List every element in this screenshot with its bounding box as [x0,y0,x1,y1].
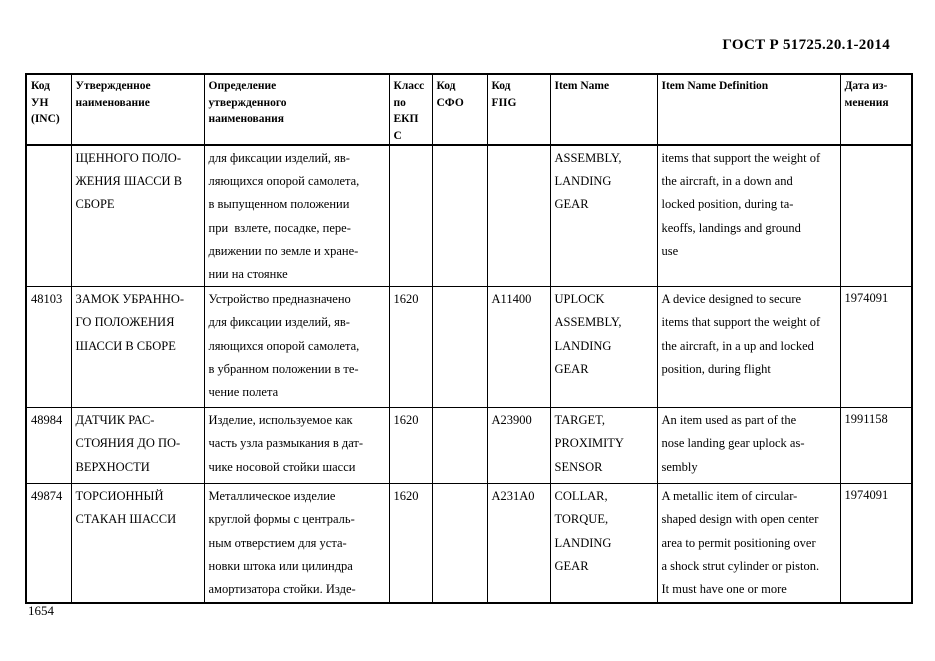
col-header-item-name-definition: Item Name Definition [656,73,841,146]
col-header-approved-name-definition: Определение утвержденного наименования [203,73,390,146]
cell-change-date [839,144,913,288]
cell-item-name-definition: A device designed to secure items that s… [656,286,841,409]
cell-item-name: ASSEMBLY, LANDING GEAR [549,144,658,288]
cell-approved-name: ЩЕННОГО ПОЛО- ЖЕНИЯ ШАССИ В СБОРЕ [70,144,205,288]
standard-reference: ГОСТ Р 51725.20.1-2014 [722,37,890,53]
cell-sfo-code [431,286,488,409]
cell-fiig-code: A231A0 [486,483,551,604]
cell-sfo-code [431,483,488,604]
cell-approved-name-definition: для фиксации изделий, яв- ляющихся опоро… [203,144,390,288]
table-row: 48984 ДАТЧИК РАС- СТОЯНИЯ ДО ПО- ВЕРХНОС… [25,407,913,485]
col-header-approved-name: Утвержденное наименование [70,73,205,146]
cell-inc-code: 49874 [25,483,72,604]
cell-approved-name-definition: Изделие, используемое как часть узла раз… [203,407,390,485]
cell-item-name: TARGET, PROXIMITY SENSOR [549,407,658,485]
table-row: ЩЕННОГО ПОЛО- ЖЕНИЯ ШАССИ В СБОРЕ для фи… [25,144,913,288]
cell-change-date: 1974091 [839,286,913,409]
cell-fiig-code: A11400 [486,286,551,409]
col-header-sfo-code: Код СФО [431,73,488,146]
col-header-item-name: Item Name [549,73,658,146]
cell-item-name-definition: A metallic item of circular- shaped desi… [656,483,841,604]
item-catalog-table: Код УН (INC) Утвержденное наименование О… [25,73,913,604]
cell-item-name-definition: items that support the weight of the air… [656,144,841,288]
cell-ekps-class: 1620 [388,286,433,409]
header-row: Код УН (INC) Утвержденное наименование О… [25,73,913,146]
cell-fiig-code [486,144,551,288]
table-row: 49874 ТОРСИОННЫЙ СТАКАН ШАССИ Металличес… [25,483,913,604]
cell-approved-name-definition: Металлическое изделие круглой формы с це… [203,483,390,604]
cell-approved-name: ТОРСИОННЫЙ СТАКАН ШАССИ [70,483,205,604]
cell-ekps-class: 1620 [388,483,433,604]
col-header-change-date: Дата из- менения [839,73,913,146]
table-row: 48103 ЗАМОК УБРАННО- ГО ПОЛОЖЕНИЯ ШАССИ … [25,286,913,409]
cell-ekps-class: 1620 [388,407,433,485]
cell-inc-code: 48984 [25,407,72,485]
page-number: 1654 [28,603,54,618]
cell-item-name-definition: An item used as part of the nose landing… [656,407,841,485]
cell-inc-code: 48103 [25,286,72,409]
cell-fiig-code: A23900 [486,407,551,485]
cell-item-name: UPLOCK ASSEMBLY, LANDING GEAR [549,286,658,409]
cell-approved-name-definition: Устройство предназначено для фиксации из… [203,286,390,409]
cell-item-name: COLLAR, TORQUE, LANDING GEAR [549,483,658,604]
col-header-fiig-code: Код FIIG [486,73,551,146]
col-header-ekps-class: Класс по ЕКП С [388,73,433,146]
cell-sfo-code [431,407,488,485]
cell-change-date: 1991158 [839,407,913,485]
col-header-inc-code: Код УН (INC) [25,73,72,146]
cell-approved-name: ЗАМОК УБРАННО- ГО ПОЛОЖЕНИЯ ШАССИ В СБОР… [70,286,205,409]
cell-sfo-code [431,144,488,288]
cell-approved-name: ДАТЧИК РАС- СТОЯНИЯ ДО ПО- ВЕРХНОСТИ [70,407,205,485]
cell-inc-code [25,144,72,288]
cell-change-date: 1974091 [839,483,913,604]
cell-ekps-class [388,144,433,288]
